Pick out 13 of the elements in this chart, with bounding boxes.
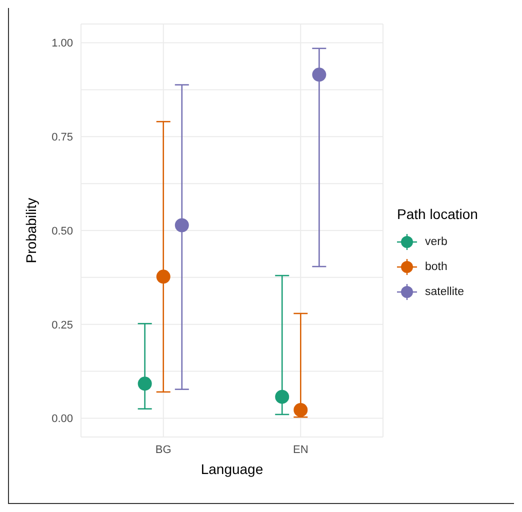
x-tick-label: BG xyxy=(155,444,172,456)
y-tick-label: 0.75 xyxy=(52,132,73,144)
y-tick-label: 0.00 xyxy=(52,413,73,426)
x-axis-title: Language xyxy=(200,461,264,477)
y-tick-label: 0.25 xyxy=(52,319,73,332)
x-tick-label: EN xyxy=(292,444,308,456)
y-tick-label: 0.50 xyxy=(52,225,73,238)
legend-title: Path location xyxy=(397,206,479,222)
legend-label: satellite xyxy=(425,286,464,298)
y-axis-title: Probability xyxy=(22,198,39,264)
legend-label: both xyxy=(425,261,448,273)
y-tick-label: 1.00 xyxy=(52,38,73,50)
legend-label: verb xyxy=(425,236,448,248)
